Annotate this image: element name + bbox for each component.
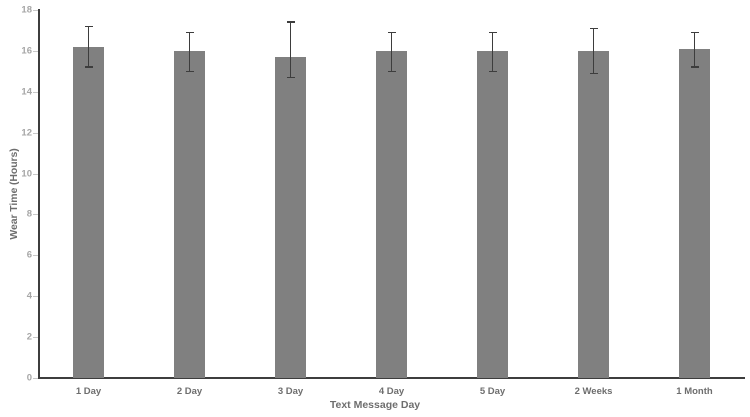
error-bar-line [491, 32, 494, 72]
y-tick-mark [33, 296, 38, 298]
y-tick-label: 18 [21, 4, 32, 16]
error-bar-line [289, 22, 292, 78]
error-bar-cap-lower [488, 70, 497, 73]
y-tick-mark [33, 50, 38, 52]
error-bar-line [87, 26, 90, 68]
y-axis-title: Wear Time (Hours) [8, 148, 20, 240]
x-tick-label: 3 Day [277, 386, 304, 397]
x-tick-label: 2 Weeks [574, 386, 613, 397]
y-tick-mark [33, 214, 38, 216]
error-bar-line [592, 28, 595, 74]
plot-area [38, 10, 745, 378]
bar [174, 50, 205, 378]
y-tick-mark [33, 132, 38, 134]
y-tick-label: 0 [26, 372, 32, 384]
y-axis-line [38, 9, 40, 379]
bar [477, 50, 508, 378]
y-tick-label: 8 [26, 208, 32, 220]
bar [376, 50, 407, 378]
x-tick-label: 1 Day [75, 386, 102, 397]
error-bar-cap-lower [589, 72, 598, 75]
error-bar-cap-upper [185, 31, 194, 34]
error-bar-cap-lower [185, 70, 194, 73]
y-tick-mark [33, 378, 38, 379]
error-bar-cap-upper [286, 21, 295, 24]
y-tick-label: 12 [21, 127, 32, 139]
y-tick-label: 10 [21, 168, 32, 180]
x-tick-label: 1 Month [676, 386, 713, 397]
bar [679, 48, 710, 378]
error-bar-cap-lower [690, 66, 699, 69]
x-tick-label: 4 Day [378, 386, 405, 397]
error-bar-cap-upper [488, 31, 497, 34]
y-tick-label: 4 [26, 290, 32, 302]
error-bar-line [390, 32, 393, 72]
y-tick-label: 2 [26, 331, 32, 343]
bar [275, 57, 306, 378]
bar [578, 50, 609, 378]
bar [73, 46, 104, 378]
y-tick-label: 6 [26, 249, 32, 261]
x-tick-label: 2 Day [176, 386, 203, 397]
error-bar-cap-upper [387, 31, 396, 34]
error-bar-cap-upper [84, 25, 93, 28]
error-bar-cap-lower [84, 66, 93, 69]
y-tick-mark [33, 173, 38, 175]
x-tick-label: 5 Day [479, 386, 506, 397]
error-bar-cap-upper [690, 31, 699, 34]
y-tick-label: 16 [21, 45, 32, 57]
error-bar-line [188, 32, 191, 72]
y-tick-mark [33, 337, 38, 339]
error-bar-cap-lower [387, 70, 396, 73]
y-tick-mark [33, 91, 38, 93]
error-bar-cap-lower [286, 76, 295, 79]
y-tick-mark [33, 255, 38, 257]
y-tick-mark [33, 10, 38, 11]
error-bar-cap-upper [589, 27, 598, 30]
x-axis-title: Text Message Day [329, 399, 421, 411]
error-bar-line [693, 32, 696, 68]
y-tick-label: 14 [21, 86, 32, 98]
